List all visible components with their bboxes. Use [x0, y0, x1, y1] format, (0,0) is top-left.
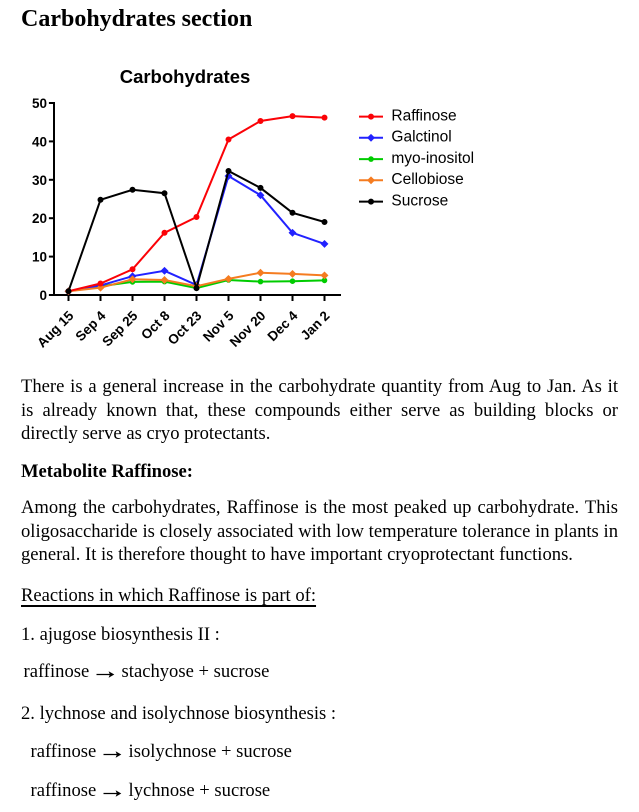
svg-text:Jan 2: Jan 2 [298, 308, 333, 343]
svg-text:Aug 15: Aug 15 [34, 308, 77, 351]
svg-text:Oct 23: Oct 23 [165, 308, 205, 348]
svg-text:10: 10 [32, 250, 47, 265]
svg-text:Sep 25: Sep 25 [99, 308, 141, 350]
svg-text:Galctinol: Galctinol [391, 129, 451, 146]
svg-text:Dec 4: Dec 4 [265, 308, 301, 344]
svg-text:Sucrose: Sucrose [391, 192, 448, 209]
svg-text:Raffinose: Raffinose [391, 107, 456, 124]
svg-text:50: 50 [32, 96, 47, 111]
svg-text:0: 0 [39, 288, 47, 303]
svg-text:30: 30 [32, 173, 47, 188]
svg-text:20: 20 [32, 211, 47, 226]
svg-text:myo-inositol: myo-inositol [391, 150, 474, 167]
svg-text:40: 40 [32, 134, 47, 149]
svg-text:Cellobiose: Cellobiose [391, 171, 463, 188]
svg-text:Carbohydrates: Carbohydrates [120, 66, 251, 87]
svg-text:Nov 20: Nov 20 [227, 308, 269, 350]
